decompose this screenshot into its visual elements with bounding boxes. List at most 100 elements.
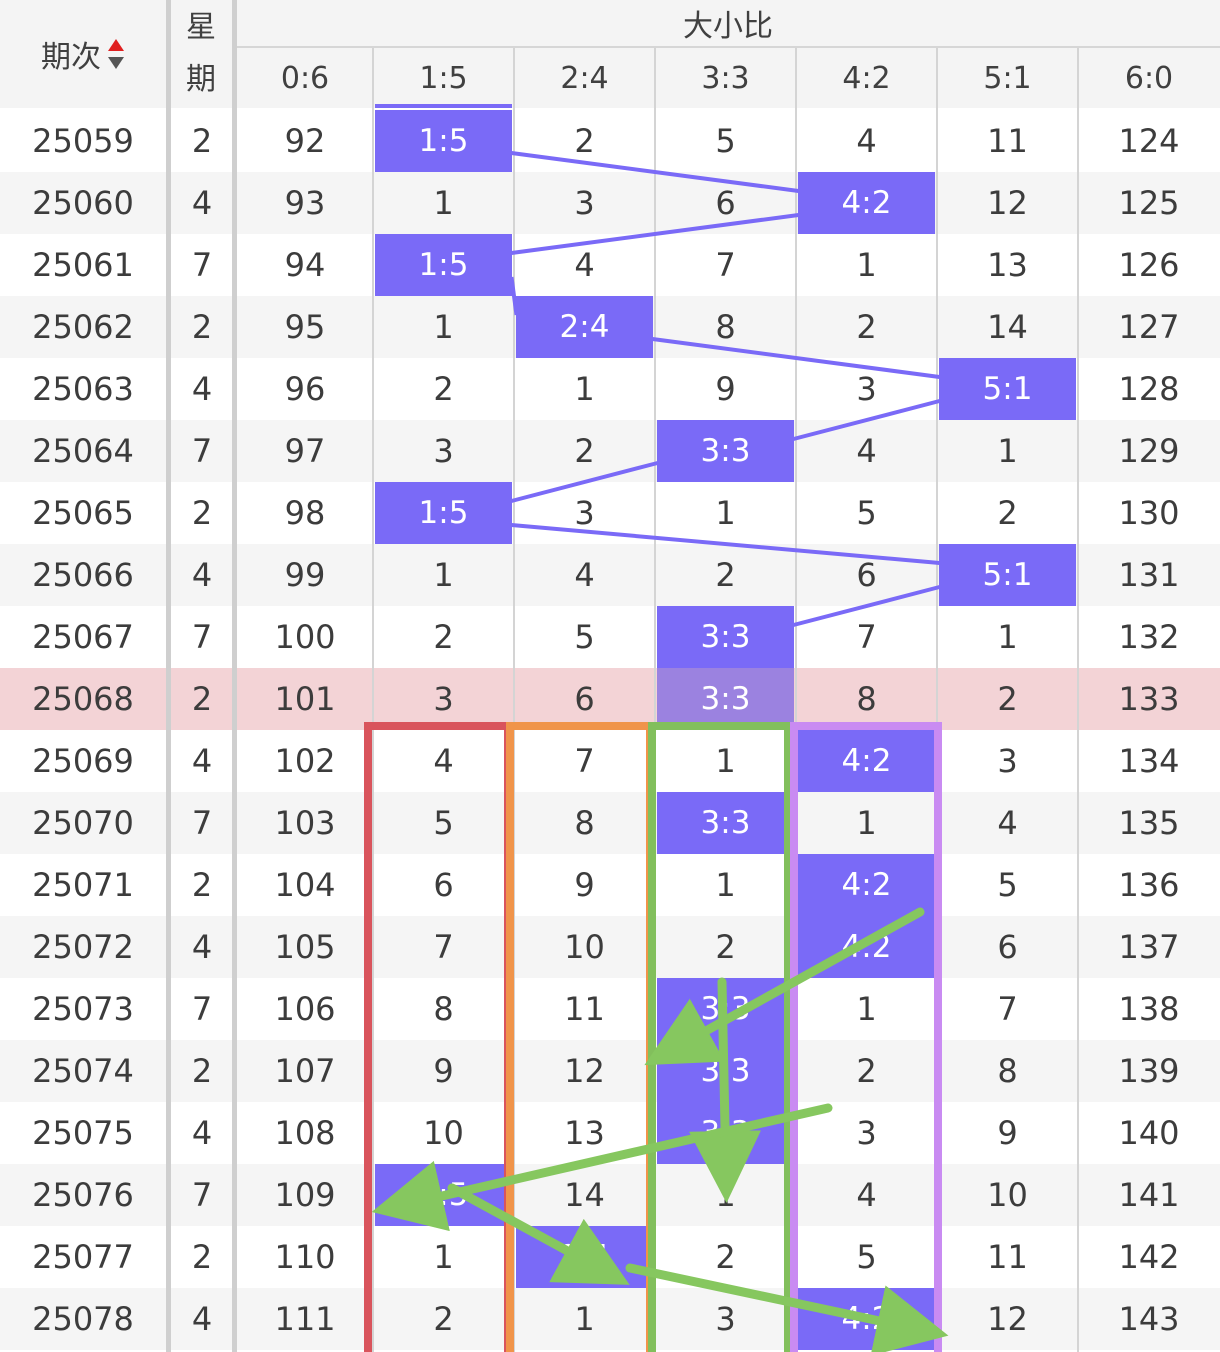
period-cell: 25062 bbox=[32, 308, 134, 346]
miss-count-cell: 7 bbox=[997, 990, 1018, 1028]
hit-cell: 4:2 bbox=[841, 185, 892, 221]
week-cell: 4 bbox=[191, 1300, 213, 1338]
miss-count-cell: 6 bbox=[574, 680, 595, 718]
miss-count-cell: 3 bbox=[856, 370, 877, 408]
miss-count-cell: 4 bbox=[574, 246, 595, 284]
miss-count-cell: 6 bbox=[433, 866, 454, 904]
table-row[interactable]: 25065 2 98 1:5 3 1 5 2 130 bbox=[0, 482, 1220, 544]
period-cell: 25073 bbox=[32, 990, 134, 1028]
period-cell: 25075 bbox=[32, 1114, 134, 1152]
miss-count-cell: 2 bbox=[574, 432, 595, 470]
miss-count-cell: 1 bbox=[433, 308, 454, 346]
miss-count-cell: 126 bbox=[1118, 246, 1180, 284]
miss-count-cell: 4 bbox=[856, 432, 877, 470]
week-header-line1: 星 bbox=[186, 10, 216, 45]
miss-count-cell: 8 bbox=[433, 990, 454, 1028]
miss-count-cell: 96 bbox=[284, 370, 326, 408]
period-cell: 25059 bbox=[32, 122, 134, 160]
miss-count-cell: 139 bbox=[1118, 1052, 1180, 1090]
miss-count-cell: 143 bbox=[1118, 1300, 1180, 1338]
table-row[interactable]: 25066 4 99 1 4 2 6 5:1 131 bbox=[0, 544, 1220, 606]
miss-count-cell: 6 bbox=[997, 928, 1018, 966]
period-header[interactable]: 期次 bbox=[0, 0, 166, 108]
column-header-4: 4:2 bbox=[842, 60, 891, 96]
table-row[interactable]: 25059 2 92 1:5 2 5 4 11 124 bbox=[0, 110, 1220, 172]
miss-count-cell: 9 bbox=[997, 1114, 1018, 1152]
miss-count-cell: 2 bbox=[433, 618, 454, 656]
table-row[interactable]: 25068 2 101 3 6 3:3 8 2 133 bbox=[0, 668, 1220, 730]
column-header-5: 5:1 bbox=[983, 60, 1032, 96]
table-row[interactable]: 25072 4 105 7 10 2 4:2 6 137 bbox=[0, 916, 1220, 978]
miss-count-cell: 5 bbox=[856, 494, 877, 532]
week-cell: 7 bbox=[191, 246, 213, 284]
miss-count-cell: 108 bbox=[274, 1114, 336, 1152]
table-row[interactable]: 25071 2 104 6 9 1 4:2 5 136 bbox=[0, 854, 1220, 916]
week-cell: 2 bbox=[191, 866, 213, 904]
column-header-2: 2:4 bbox=[560, 60, 609, 96]
hit-cell: 4:2 bbox=[841, 929, 892, 965]
column-divider bbox=[372, 48, 374, 1352]
divider-period bbox=[166, 0, 171, 1352]
miss-count-cell: 97 bbox=[284, 432, 326, 470]
miss-count-cell: 1 bbox=[433, 556, 454, 594]
hit-marker bbox=[657, 420, 794, 482]
table-row[interactable]: 25067 7 100 2 5 3:3 7 1 132 bbox=[0, 606, 1220, 668]
divider-week bbox=[232, 0, 237, 1352]
miss-count-cell: 131 bbox=[1118, 556, 1180, 594]
table-row[interactable]: 25063 4 96 2 1 9 3 5:1 128 bbox=[0, 358, 1220, 420]
miss-count-cell: 128 bbox=[1118, 370, 1180, 408]
hit-marker bbox=[798, 172, 935, 234]
week-cell: 7 bbox=[191, 804, 213, 842]
column-divider bbox=[654, 48, 656, 1352]
week-cell: 4 bbox=[191, 370, 213, 408]
table-row[interactable]: 25077 2 110 1 2:4 2 5 11 142 bbox=[0, 1226, 1220, 1288]
column-header-6: 6:0 bbox=[1124, 60, 1174, 96]
miss-count-cell: 3 bbox=[433, 680, 454, 718]
miss-count-cell: 6 bbox=[715, 184, 736, 222]
hit-marker bbox=[375, 234, 512, 296]
miss-count-cell: 92 bbox=[284, 122, 326, 160]
miss-count-cell: 8 bbox=[715, 308, 736, 346]
miss-count-cell: 1 bbox=[574, 1300, 595, 1338]
hit-marker bbox=[375, 110, 512, 172]
table-row[interactable]: 25073 7 106 8 11 3:3 1 7 138 bbox=[0, 978, 1220, 1040]
hit-cell: 3:3 bbox=[700, 619, 751, 655]
hit-cell: 2:4 bbox=[559, 1239, 610, 1275]
table-row[interactable]: 25069 4 102 4 7 1 4:2 3 134 bbox=[0, 730, 1220, 792]
miss-count-cell: 13 bbox=[564, 1114, 605, 1152]
table-row[interactable]: 25078 4 111 2 1 3 4:2 12 143 bbox=[0, 1288, 1220, 1350]
sort-icon[interactable] bbox=[107, 37, 125, 71]
miss-count-cell: 99 bbox=[284, 556, 326, 594]
miss-count-cell: 2 bbox=[856, 308, 877, 346]
miss-count-cell: 1 bbox=[715, 494, 736, 532]
table-row[interactable]: 25064 7 97 3 2 3:3 4 1 129 bbox=[0, 420, 1220, 482]
miss-count-cell: 12 bbox=[987, 1300, 1028, 1338]
miss-count-cell: 137 bbox=[1118, 928, 1180, 966]
miss-count-cell: 12 bbox=[564, 1052, 605, 1090]
miss-count-cell: 136 bbox=[1118, 866, 1180, 904]
table-row[interactable]: 25076 7 109 1:5 14 1 4 10 141 bbox=[0, 1164, 1220, 1226]
table-row[interactable]: 25062 2 95 1 2:4 8 2 14 127 bbox=[0, 296, 1220, 358]
table-row[interactable]: 25075 4 108 10 13 3:3 3 9 140 bbox=[0, 1102, 1220, 1164]
hit-cell: 3:3 bbox=[700, 681, 751, 717]
hit-cell: 1:5 bbox=[418, 495, 469, 531]
table-row[interactable]: 25070 7 103 5 8 3:3 1 4 135 bbox=[0, 792, 1220, 854]
group-title: 大小比 bbox=[683, 9, 773, 44]
week-cell: 7 bbox=[191, 432, 213, 470]
week-cell: 7 bbox=[191, 990, 213, 1028]
column-header-0: 0:6 bbox=[280, 60, 330, 96]
column-header-3: 3:3 bbox=[701, 60, 750, 96]
miss-count-cell: 106 bbox=[274, 990, 336, 1028]
table-row[interactable]: 25074 2 107 9 12 3:3 2 8 139 bbox=[0, 1040, 1220, 1102]
miss-count-cell: 111 bbox=[274, 1300, 336, 1338]
miss-count-cell: 105 bbox=[274, 928, 336, 966]
miss-count-cell: 130 bbox=[1118, 494, 1180, 532]
period-cell: 25065 bbox=[32, 494, 134, 532]
miss-count-cell: 1 bbox=[715, 742, 736, 780]
table-row[interactable]: 25061 7 94 1:5 4 7 1 13 126 bbox=[0, 234, 1220, 296]
hit-cell: 1:5 bbox=[418, 247, 469, 283]
hit-cell: 3:3 bbox=[700, 433, 751, 469]
period-cell: 25074 bbox=[32, 1052, 134, 1090]
table-row[interactable]: 25060 4 93 1 3 6 4:2 12 125 bbox=[0, 172, 1220, 234]
week-cell: 4 bbox=[191, 556, 213, 594]
